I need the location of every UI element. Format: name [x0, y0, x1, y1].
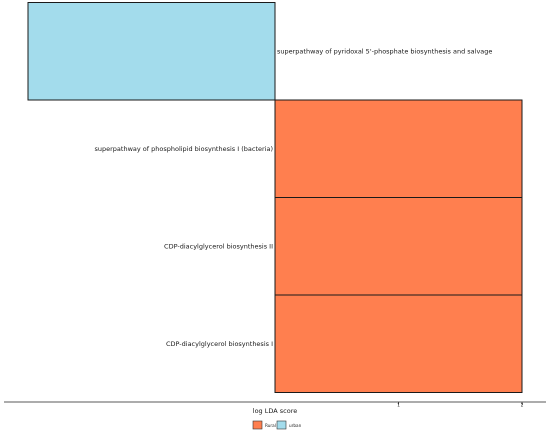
- legend-label: urban: [289, 423, 302, 428]
- bar: [274, 99, 523, 198]
- bar: [274, 294, 523, 393]
- bar: [274, 197, 523, 296]
- legend-swatch: [252, 420, 263, 430]
- bar: [27, 2, 276, 101]
- category-label: superpathway of pyridoxal 5'-phosphate b…: [277, 48, 492, 56]
- category-labels: superpathway of pyridoxal 5'-phosphate b…: [94, 48, 492, 348]
- bars-group: [27, 2, 523, 393]
- category-label: CDP-diacylglycerol biosynthesis I: [166, 340, 273, 348]
- x-tick-label: 1: [397, 403, 400, 409]
- legend: Rural urban: [252, 420, 302, 430]
- category-label: CDP-diacylglycerol biosynthesis II: [164, 243, 273, 251]
- legend-label: Rural: [265, 423, 276, 428]
- x-axis-label: log LDA score: [253, 407, 297, 415]
- legend-swatch: [276, 420, 287, 430]
- category-label: superpathway of phospholipid biosynthesi…: [94, 145, 273, 153]
- x-tick-label: 2: [521, 403, 524, 409]
